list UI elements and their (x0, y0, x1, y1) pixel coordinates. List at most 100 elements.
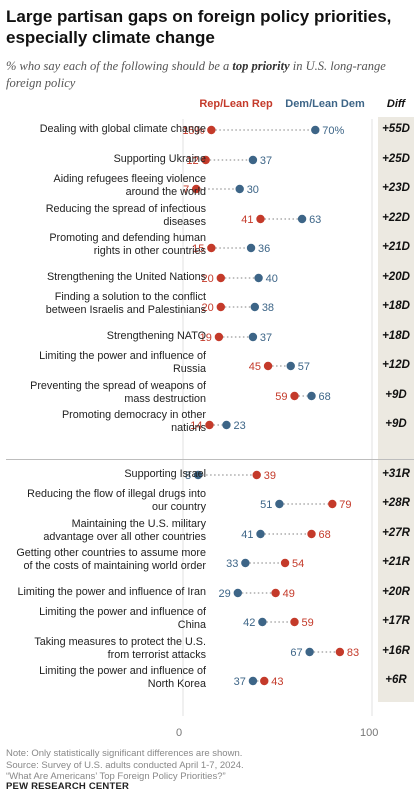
diff-value: +27R (382, 527, 410, 539)
rep-value-label: 39 (264, 470, 276, 482)
rep-value-label: 12 (186, 155, 198, 167)
dem-dot (248, 155, 258, 165)
dem-dot (307, 391, 316, 401)
category-label: Reducing the spread of infectious disease… (16, 203, 206, 229)
chart-title: Large partisan gaps on foreign policy pr… (6, 6, 414, 48)
category-label-line: advantage over all other countries (43, 531, 206, 543)
rep-dot (207, 125, 216, 135)
subtitle-pre: % who say each of the following should b… (6, 59, 233, 73)
category-label-line: Strengthening NATO (106, 329, 206, 342)
dem-value-label: 63 (309, 214, 321, 226)
diff-value: +17R (382, 615, 410, 627)
rep-value-label: 20 (202, 273, 214, 285)
category-label-line: our country (151, 501, 206, 513)
category-label: Finding a solution to the conflict betwee… (16, 291, 206, 317)
rep-dot (256, 214, 265, 224)
diff-value: +21D (382, 241, 410, 253)
dem-dot (275, 499, 284, 509)
category-label-line: Promoting and defending human (49, 232, 206, 244)
dem-dot (250, 302, 260, 312)
category-label: Limiting the power and influence of North… (16, 665, 206, 691)
category-label: Limiting the power and influence of Russi… (16, 350, 206, 376)
category-label-line: of the costs of maintaining world order (23, 560, 206, 572)
dem-dot (222, 420, 231, 430)
category-label-line: between Israelis and Palestinians (45, 304, 206, 316)
diff-value: +18D (382, 330, 410, 342)
diff-value: +22D (382, 212, 410, 224)
rep-value-label: 14 (190, 420, 202, 432)
category-label-line: Russia (172, 363, 206, 375)
rep-value-label: 59 (275, 391, 287, 403)
category-label-line: Getting other countries to assume more (16, 547, 206, 559)
diff-value: +18D (382, 300, 410, 312)
rep-dot (205, 420, 214, 430)
dem-dot (246, 243, 256, 253)
category-label-line: Limiting the power and influence of (39, 665, 206, 677)
legend-rep: Rep/Lean Rep (199, 98, 273, 110)
rep-dot (307, 529, 316, 539)
category-label: Preventing the spread of weapons of mass … (16, 380, 206, 406)
rep-dot (216, 273, 225, 283)
legend-diff: Diff (386, 98, 406, 110)
rep-value-label: 7 (183, 184, 189, 196)
rep-value-label: 15 (192, 243, 204, 255)
category-label-line: Dealing with global climate change (39, 122, 206, 135)
category-label: Getting other countries to assume more of… (16, 547, 206, 573)
rep-dot (290, 391, 299, 401)
dem-value-label: 36 (258, 243, 270, 255)
footnote: Note: Only statistically significant dif… (6, 748, 416, 783)
rep-value-label: 54 (292, 558, 304, 570)
rep-dot (290, 617, 299, 627)
dem-value-label: 29 (219, 588, 231, 600)
category-label: Taking measures to protect the U.S. from … (16, 636, 206, 662)
dem-value-label: 38 (262, 302, 274, 314)
dem-value-label: 42 (243, 617, 255, 629)
diff-value: +31R (382, 468, 410, 480)
rep-value-label: 68 (319, 529, 331, 541)
category-label-line: Preventing the spread of weapons of (30, 380, 206, 392)
diff-value: +20D (382, 271, 410, 283)
dem-dot (256, 529, 265, 539)
dem-value-label: 23 (233, 420, 245, 432)
rep-value-label: 59 (302, 617, 314, 629)
dem-value-label: 37 (234, 676, 246, 688)
dem-value-label: 8 (185, 470, 191, 482)
rep-value-label: 19 (200, 332, 212, 344)
rep-value-label: 41 (241, 214, 253, 226)
note-line-3: “What Are Americans’ Top Foreign Policy … (6, 771, 226, 782)
category-label-line: Reducing the flow of illegal drugs into (27, 488, 206, 500)
category-label: Aiding refugees fleeing violence around t… (16, 173, 206, 199)
diff-value: +16R (382, 645, 410, 657)
dem-dot (235, 184, 244, 194)
diff-value: +25D (382, 153, 410, 165)
category-label: Limiting the power and influence of Iran (16, 586, 206, 599)
dem-value-label: 67 (290, 647, 302, 659)
note-line-1: Note: Only statistically significant dif… (6, 748, 243, 759)
dem-dot (248, 332, 258, 342)
dem-value-label: 37 (260, 332, 272, 344)
dem-value-label: 57 (298, 361, 310, 373)
category-label: Dealing with global climate change (16, 123, 206, 136)
category-label-line: rights in other countries (93, 245, 206, 257)
rep-dot (216, 302, 225, 312)
rep-dot (192, 184, 201, 194)
dem-dot (254, 273, 263, 283)
rep-value-label: 79 (339, 499, 351, 511)
category-label-line: Limiting the power and influence of (39, 350, 206, 362)
diff-value: +23D (382, 182, 410, 194)
subtitle-bold: top priority (232, 59, 290, 73)
diff-column-background (378, 117, 414, 702)
category-label: Reducing the flow of illegal drugs into o… (16, 488, 206, 514)
dem-dot (193, 470, 203, 480)
title-line-2: especially climate change (6, 28, 215, 47)
rep-dot (207, 243, 216, 253)
rep-dot (214, 332, 224, 342)
category-label-line: from terrorist attacks (107, 649, 206, 661)
category-label-line: China (177, 619, 206, 631)
rep-dot (260, 676, 269, 686)
dem-dot (248, 676, 258, 686)
category-label-line: nations (171, 422, 206, 434)
dem-dot (305, 647, 314, 657)
category-label-line: Supporting Ukraine (113, 152, 206, 165)
